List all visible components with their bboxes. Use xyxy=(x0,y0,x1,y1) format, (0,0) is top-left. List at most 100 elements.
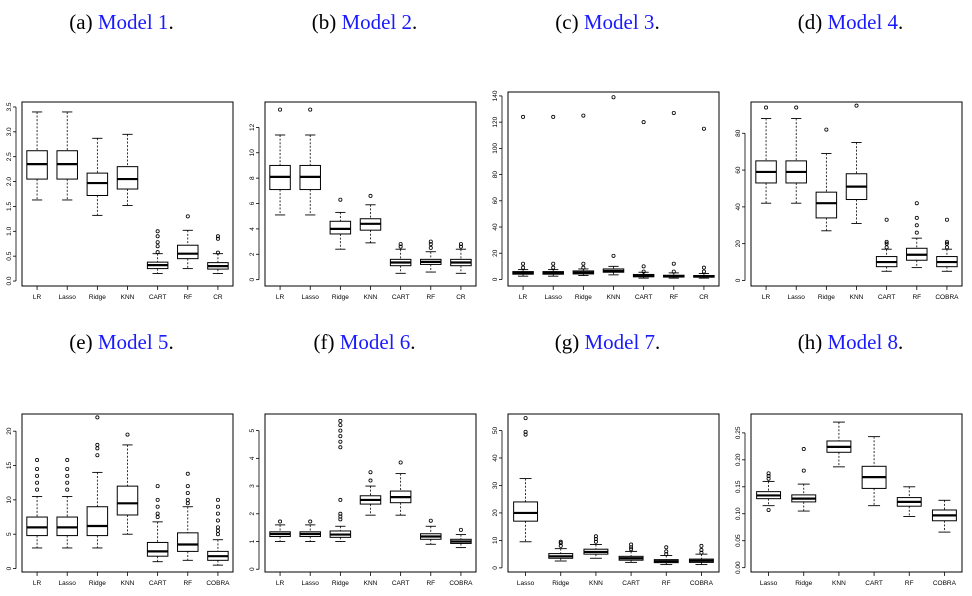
x-tick-label: Lasso xyxy=(760,580,778,587)
caption-d: (d) Model 4. xyxy=(797,10,904,34)
y-tick-label: 60 xyxy=(492,197,499,205)
outlier-point xyxy=(611,95,616,100)
y-tick-label: 140 xyxy=(492,90,499,101)
x-tick-label: Lasso xyxy=(302,580,320,587)
x-tick-label: RF xyxy=(426,580,435,587)
outlier-point xyxy=(523,416,528,421)
outlier-point xyxy=(884,245,889,250)
outlier-point xyxy=(766,476,771,481)
model-link[interactable]: Model 1 xyxy=(97,10,169,34)
y-tick-label: 2.0 xyxy=(6,177,13,186)
y-tick-label: 0 xyxy=(6,566,13,570)
y-tick-label: 0 xyxy=(249,567,256,571)
x-tick-label: CR xyxy=(456,294,466,301)
outlier-point xyxy=(794,105,799,110)
x-tick-label: Ridge xyxy=(89,294,106,301)
x-tick-label: COBRA xyxy=(690,580,714,587)
y-tick-label: 20 xyxy=(735,240,742,248)
model-link[interactable]: Model 4 xyxy=(827,10,899,34)
outlier-point xyxy=(551,261,556,266)
y-tick-label: 5 xyxy=(6,532,13,536)
caption-a: (a) Model 1. xyxy=(69,10,174,34)
outlier-point xyxy=(914,215,919,220)
outlier-point xyxy=(699,548,704,553)
boxplot-model-3: 0 20 40 60 80 100 120 140 LR Lasso Ridge KNN CART RF C… xyxy=(492,90,720,301)
x-tick-label: RF xyxy=(183,294,192,301)
box-iqr xyxy=(177,244,199,260)
x-tick-label: LR xyxy=(33,580,42,587)
x-tick-label: KNN xyxy=(589,580,603,587)
outlier-point xyxy=(641,269,646,274)
outlier-point xyxy=(338,434,343,439)
outlier-point xyxy=(155,511,160,516)
x-tick-label: COBRA xyxy=(935,294,959,301)
model-link[interactable]: Model 5 xyxy=(97,330,169,354)
outlier-point xyxy=(155,250,160,255)
y-tick-label: 3 xyxy=(249,484,256,488)
y-tick-label: 0.25 xyxy=(735,426,742,439)
outlier-point xyxy=(914,223,919,228)
model-link[interactable]: Model 2 xyxy=(341,10,413,34)
outlier-point xyxy=(766,507,771,512)
outlier-point xyxy=(671,261,676,266)
outlier-point xyxy=(398,242,403,247)
x-tick-label: CART xyxy=(392,580,410,587)
outlier-point xyxy=(185,214,190,219)
y-tick-label: 100 xyxy=(492,143,499,154)
outlier-point xyxy=(338,439,343,444)
y-tick-label: 0 xyxy=(492,566,499,570)
x-tick-label: Ridge xyxy=(795,580,812,587)
x-tick-label: KNN xyxy=(364,294,378,301)
y-tick-label: 0.15 xyxy=(735,480,742,493)
outlier-point xyxy=(308,107,313,112)
y-tick-label: 60 xyxy=(735,166,742,174)
outlier-point xyxy=(664,549,669,554)
model-link[interactable]: Model 8 xyxy=(827,330,899,354)
outlier-point xyxy=(35,458,40,463)
outlier-point xyxy=(558,541,563,546)
outlier-point xyxy=(95,453,100,458)
outlier-point xyxy=(671,269,676,274)
x-tick-label: Ridge xyxy=(575,294,592,301)
y-tick-label: 40 xyxy=(492,223,499,231)
x-tick-label: CART xyxy=(149,580,167,587)
y-tick-label: 0.20 xyxy=(735,453,742,466)
box-iqr xyxy=(329,220,352,235)
model-link[interactable]: Model 3 xyxy=(583,10,655,34)
boxplot-model-4: 0 20 40 60 80 LR Lasso Ridge KNN CART RF COBRA xyxy=(735,101,963,301)
outlier-point xyxy=(155,240,160,245)
outlier-point xyxy=(884,241,889,246)
boxplot-model-6: 0 1 2 3 4 5 LR Lasso Ridge KNN CART RF COBRA xyxy=(249,413,477,587)
outlier-point xyxy=(95,442,100,447)
x-tick-label: CR xyxy=(699,294,709,301)
x-tick-label: KNN xyxy=(850,294,864,301)
y-tick-label: 50 xyxy=(492,426,499,434)
x-tick-label: CART xyxy=(392,294,410,301)
x-tick-label: Ridge xyxy=(332,580,349,587)
box-iqr xyxy=(177,532,199,552)
outlier-point xyxy=(278,519,283,524)
y-tick-label: 40 xyxy=(735,203,742,211)
y-tick-label: 6 xyxy=(249,201,256,205)
outlier-point xyxy=(593,537,598,542)
model-link[interactable]: Model 7 xyxy=(584,330,656,354)
outlier-point xyxy=(428,242,433,247)
outlier-point xyxy=(35,473,40,478)
x-tick-label: LR xyxy=(519,294,528,301)
outlier-point xyxy=(944,241,949,246)
outlier-point xyxy=(185,501,190,506)
y-tick-label: 0.0 xyxy=(6,276,13,285)
outlier-point xyxy=(641,120,646,125)
box-iqr xyxy=(146,541,169,557)
model-link[interactable]: Model 6 xyxy=(339,330,411,354)
outlier-point xyxy=(766,471,771,476)
y-tick-label: 1.5 xyxy=(6,202,13,211)
outlier-point xyxy=(155,515,160,520)
x-tick-label: Lasso xyxy=(302,294,320,301)
caption-e: (e) Model 5. xyxy=(69,330,174,354)
outlier-point xyxy=(944,217,949,222)
outlier-point xyxy=(95,446,100,451)
outlier-point xyxy=(593,534,598,539)
outlier-point xyxy=(338,497,343,502)
x-tick-label: KNN xyxy=(607,294,621,301)
